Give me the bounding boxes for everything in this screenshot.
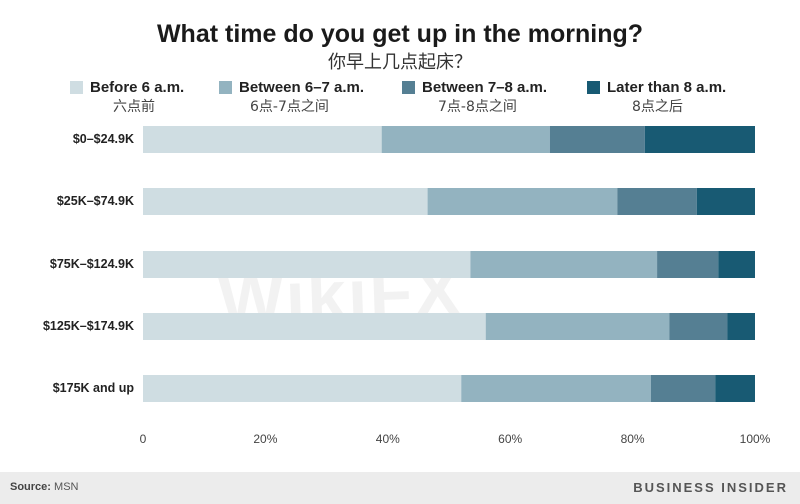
bar-segment (727, 313, 755, 340)
bar-segment (143, 375, 462, 402)
category-label: $25K–$74.9K (56, 194, 134, 208)
source-value: MSN (54, 481, 79, 493)
legend-label-cn: 六点前 (113, 99, 155, 115)
bar-segment (427, 188, 618, 215)
category-label: $0–$24.9K (72, 132, 134, 146)
bar-segment (718, 251, 755, 278)
bar-segment (143, 188, 428, 215)
source-label: Source: (10, 481, 51, 493)
brand-logo: BUSINESS INSIDER (633, 480, 788, 495)
bar-segment (549, 126, 645, 153)
legend-label-cn: 6点-7点之间 (250, 99, 329, 115)
category-label: $175K and up (52, 381, 134, 395)
bar-segment (644, 126, 755, 153)
footer: Source: MSN BUSINESS INSIDER (0, 472, 800, 504)
bar-segment (143, 313, 486, 340)
legend-label-cn: 8点之后 (632, 99, 683, 115)
legend-label: Later than 8 a.m. (607, 79, 727, 96)
legend-swatch (587, 81, 600, 94)
legend-label-cn: 7点-8点之间 (438, 99, 517, 115)
bar-segment (143, 251, 471, 278)
x-tick-label: 40% (375, 432, 400, 446)
x-tick-label: 80% (620, 432, 645, 446)
category-label: $125K–$174.9K (42, 319, 134, 333)
legend-swatch (402, 81, 415, 94)
bar-segment (461, 375, 651, 402)
legend-label: Before 6 a.m. (90, 79, 185, 96)
source-note: Source: MSN (10, 481, 78, 493)
x-tick-label: 60% (498, 432, 523, 446)
bar-segment (715, 375, 755, 402)
legend-swatch (70, 81, 83, 94)
bar-segment (650, 375, 716, 402)
bar-segment (657, 251, 719, 278)
bar-segment (696, 188, 755, 215)
category-label: $75K–$124.9K (49, 257, 134, 271)
legend-label: Between 6–7 a.m. (239, 79, 365, 96)
legend-swatch (219, 81, 232, 94)
bar-segment (669, 313, 728, 340)
bar-segment (381, 126, 550, 153)
bar-segment (485, 313, 670, 340)
bar-segment (143, 126, 382, 153)
bar-segment (470, 251, 658, 278)
chart-title: What time do you get up in the morning? (156, 20, 644, 48)
chart-subtitle: 你早上几点起床？ (328, 52, 472, 73)
legend-label: Between 7–8 a.m. (422, 79, 548, 96)
x-tick-label: 0 (139, 432, 147, 446)
x-tick-label: 100% (739, 432, 771, 446)
x-tick-label: 20% (253, 432, 278, 446)
bar-segment (617, 188, 697, 215)
